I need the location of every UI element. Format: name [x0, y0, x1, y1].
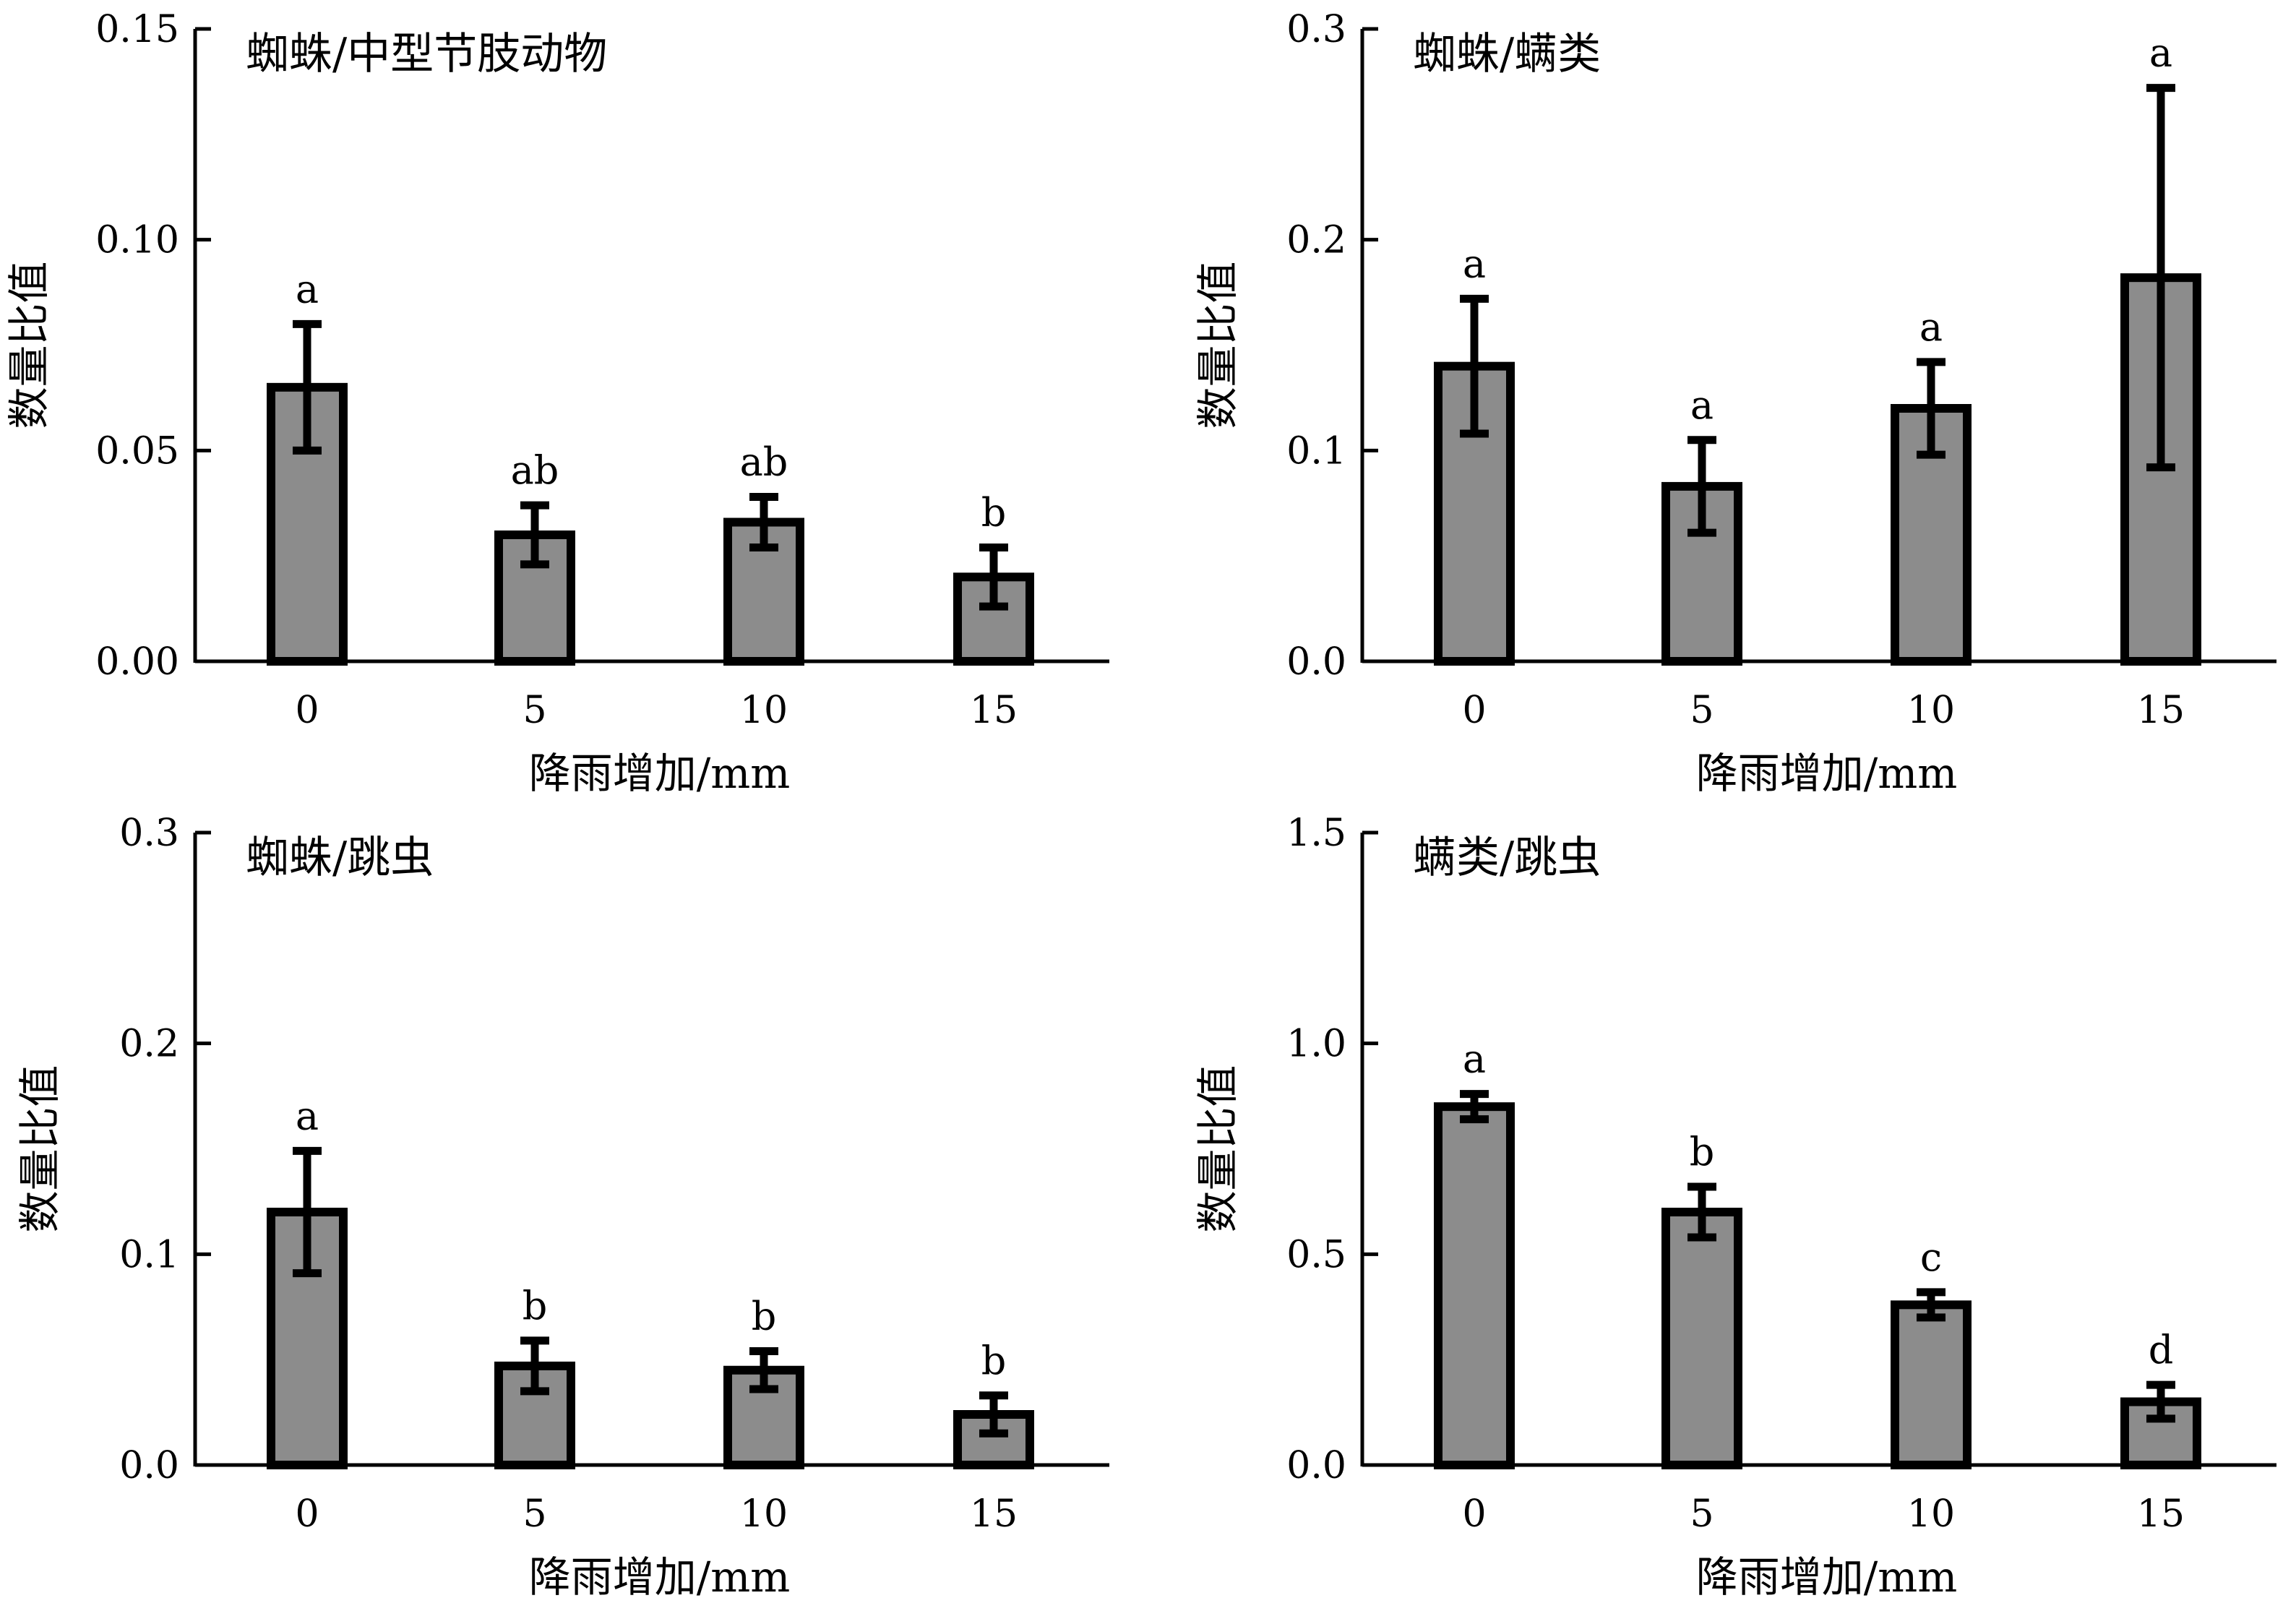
significance-label: d — [2149, 1327, 2174, 1373]
x-tick-label: 0 — [1462, 689, 1486, 732]
x-tick-label: 0 — [295, 1492, 319, 1536]
bar — [1891, 1300, 1972, 1470]
x-tick-label: 5 — [1690, 689, 1714, 732]
x-tick-label: 10 — [1907, 1492, 1955, 1536]
x-tick-label: 15 — [2137, 689, 2185, 732]
x-tick-label: 5 — [523, 1492, 546, 1536]
x-tick-label: 15 — [2137, 1492, 2185, 1536]
x-axis-title: 降雨增加/mm — [1696, 749, 1958, 798]
x-axis-title: 降雨增加/mm — [1696, 1552, 1958, 1598]
significance-label: a — [296, 266, 319, 312]
panel-title: 蜘蛛/跳虫 — [246, 833, 434, 883]
x-axis-title: 降雨增加/mm — [529, 1552, 791, 1598]
significance-label: a — [1463, 241, 1486, 286]
y-axis-title: 数量比值 — [1193, 1065, 1242, 1232]
significance-label: c — [1920, 1234, 1942, 1280]
significance-label: ab — [511, 447, 559, 493]
significance-label: ab — [740, 439, 788, 485]
significance-label: a — [2149, 30, 2172, 76]
y-tick-label: 0.2 — [119, 1023, 179, 1066]
x-tick-label: 10 — [740, 1492, 788, 1536]
y-tick-label: 1.5 — [1286, 812, 1346, 855]
x-tick-label: 0 — [1462, 1492, 1486, 1536]
y-axis-title: 数量比值 — [1193, 261, 1242, 429]
x-tick-label: 10 — [1907, 689, 1955, 732]
y-tick-label: 0.00 — [95, 640, 179, 684]
y-axis-title: 数量比值 — [15, 1065, 64, 1232]
significance-label: a — [1463, 1036, 1486, 1082]
panel-title: 蜘蛛/中型节肢动物 — [246, 29, 607, 80]
y-tick-label: 0.1 — [1286, 429, 1346, 473]
y-tick-label: 0.05 — [95, 429, 179, 473]
y-tick-label: 0.3 — [1286, 8, 1346, 51]
y-tick-label: 0.0 — [119, 1444, 179, 1487]
x-tick-label: 0 — [295, 689, 319, 732]
significance-label: a — [1919, 304, 1943, 350]
bar — [1661, 1208, 1742, 1469]
y-tick-label: 0.0 — [1286, 640, 1346, 684]
chart-panel-1: 0.00 0.05 0.10 0.15 0 5 10 15 a ab ab b 蜘蛛/中型节肢动物降雨增… — [4, 8, 1109, 798]
x-tick-label: 15 — [970, 1492, 1018, 1536]
significance-label: a — [1690, 382, 1714, 428]
significance-label: b — [752, 1294, 777, 1339]
significance-label: b — [1690, 1129, 1715, 1174]
significance-label: b — [981, 490, 1007, 536]
panel-title: 螨类/跳虫 — [1413, 833, 1601, 883]
y-axis-title: 数量比值 — [4, 261, 53, 429]
bar — [1434, 1102, 1515, 1469]
y-tick-label: 0.10 — [95, 219, 179, 262]
x-tick-label: 15 — [970, 689, 1018, 732]
bar — [723, 517, 804, 666]
bar — [494, 1361, 575, 1469]
significance-label: b — [981, 1338, 1007, 1383]
y-tick-label: 0.15 — [95, 8, 179, 51]
y-tick-label: 0.3 — [119, 812, 179, 855]
y-tick-label: 0.1 — [119, 1233, 179, 1276]
x-axis-title: 降雨增加/mm — [529, 749, 791, 798]
x-tick-label: 5 — [1690, 1492, 1714, 1536]
x-tick-label: 10 — [740, 689, 788, 732]
significance-label: b — [523, 1283, 548, 1328]
y-tick-label: 0.2 — [1286, 219, 1346, 262]
significance-label: a — [296, 1093, 319, 1138]
x-tick-label: 5 — [523, 689, 546, 732]
y-tick-label: 0.5 — [1286, 1233, 1346, 1276]
y-tick-label: 1.0 — [1286, 1023, 1346, 1066]
y-tick-label: 0.0 — [1286, 1444, 1346, 1487]
panel-title: 蜘蛛/螨类 — [1413, 29, 1601, 80]
